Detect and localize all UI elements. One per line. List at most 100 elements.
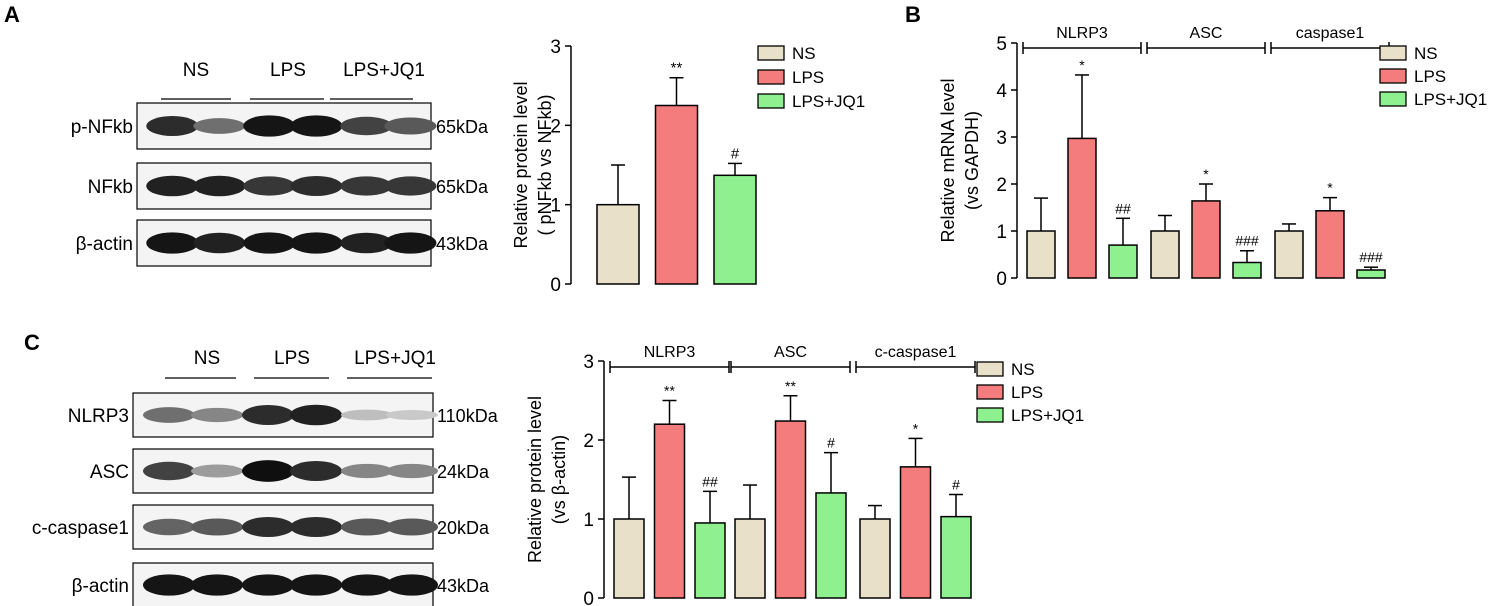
legend-swatch [757,69,785,85]
panel-letter-c: C [24,330,40,355]
blot-band [386,574,438,596]
blot-band [243,176,296,196]
blot-band [143,407,195,423]
blot-band [191,518,243,536]
blot-band [340,232,393,254]
y-axis-label: Relative protein level [511,81,531,248]
blot-band [243,232,296,254]
group-label: c-caspase1 [875,344,957,361]
blot-row-label: ASC [90,462,129,483]
bar-lps-jq1 [1108,244,1138,279]
bar-lps-jq1 [713,174,757,285]
blot-row-label: β-actin [76,234,133,255]
blot-band [384,117,437,135]
significance-label: ** [785,378,796,394]
legend-swatch [1379,68,1407,84]
bar-lps-jq1 [694,522,726,599]
y-axis-label: (vs GAPDH) [962,111,982,210]
significance-label: ## [1115,200,1131,216]
legend-label: LPS [1414,67,1446,86]
bar-lps [1191,200,1221,279]
bar-chart-a: 0 1 2 3 Relative protein level( pNFkb vs NFk… [511,37,865,296]
bar-lps [774,420,807,599]
blot-band [146,116,199,136]
y-tick-label: 0 [583,589,594,606]
legend-swatch [757,93,785,109]
significance-label: ## [702,473,718,489]
blot-band [290,176,343,196]
blot-row-label: NFkb [88,177,133,198]
blot-band [146,232,199,254]
blot-band [143,574,195,596]
legend-label: NS [1414,44,1438,63]
y-tick-label: 3 [550,37,561,58]
blot-band [242,574,294,596]
blot-row-label: β-actin [72,576,129,597]
blot-band [242,405,294,425]
legend-swatch [976,384,1004,400]
blot-band [243,115,296,137]
legend-swatch [757,45,785,61]
y-tick-label: 3 [996,128,1007,149]
blot-row-label: p-NFkb [71,117,133,138]
blot-band [290,574,342,596]
significance-label: ### [1359,249,1383,265]
legend-swatch [976,361,1004,377]
blot-band [341,574,393,596]
blot-band [193,175,246,197]
blot-band [191,574,243,596]
legend-label: LPS [1011,383,1043,402]
legend-label: NS [792,44,816,63]
significance-label: # [731,145,740,162]
bar-lps-jq1 [815,492,847,599]
legend-label: LPS+JQ1 [1011,406,1084,425]
significance-label: ** [664,383,675,399]
legend-label: NS [1011,360,1035,379]
bar-lps [654,104,699,285]
blot-band [290,517,342,537]
blot-band [290,461,342,481]
bar-ns [613,518,645,599]
blot-band [191,464,243,478]
legend-label: LPS+JQ1 [1414,90,1487,109]
blot-group-label: LPS+JQ1 [343,60,425,81]
blot-band [290,232,343,254]
significance-label: # [952,477,960,493]
group-label: NLRP3 [644,344,696,361]
y-tick-label: 0 [550,275,561,296]
significance-label: * [1203,166,1209,182]
blot-band [340,116,393,136]
blot-band [384,232,437,254]
significance-label: * [1327,180,1333,196]
y-tick-label: 2 [583,431,594,452]
blot-kda-label: 65kDa [436,177,489,197]
bar-ns [1026,230,1056,279]
legend-label: LPS+JQ1 [792,92,865,111]
blot-band [341,518,393,536]
blot-group-label: NS [194,348,220,369]
y-axis-label: Relative protein level [525,396,545,563]
y-tick-label: 1 [583,510,594,531]
group-label: NLRP3 [1056,25,1108,42]
blot-band [386,463,438,479]
bar-ns [734,518,766,599]
y-tick-label: 4 [996,81,1007,102]
blot-group-label: LPS [270,60,306,81]
y-tick-label: 5 [996,34,1007,55]
blot-band [143,518,195,536]
blot-kda-label: 110kDa [437,406,499,426]
blot-kda-label: 65kDa [436,117,489,137]
y-axis-label: Relative mRNA level [938,78,958,242]
panel-letter-b: B [905,2,921,27]
bar-lps [1067,137,1097,279]
bar-ns [1150,230,1180,279]
blot-kda-label: 43kDa [436,234,489,254]
blot-band [242,460,294,482]
blot-group-label: LPS+JQ1 [354,348,436,369]
bar-lps-jq1 [1356,269,1386,279]
bar-lps-jq1 [940,515,972,599]
panel-letter-a: A [4,2,20,27]
y-tick-label: 3 [583,352,594,373]
blot-band [193,118,246,134]
blot-band [193,232,246,254]
